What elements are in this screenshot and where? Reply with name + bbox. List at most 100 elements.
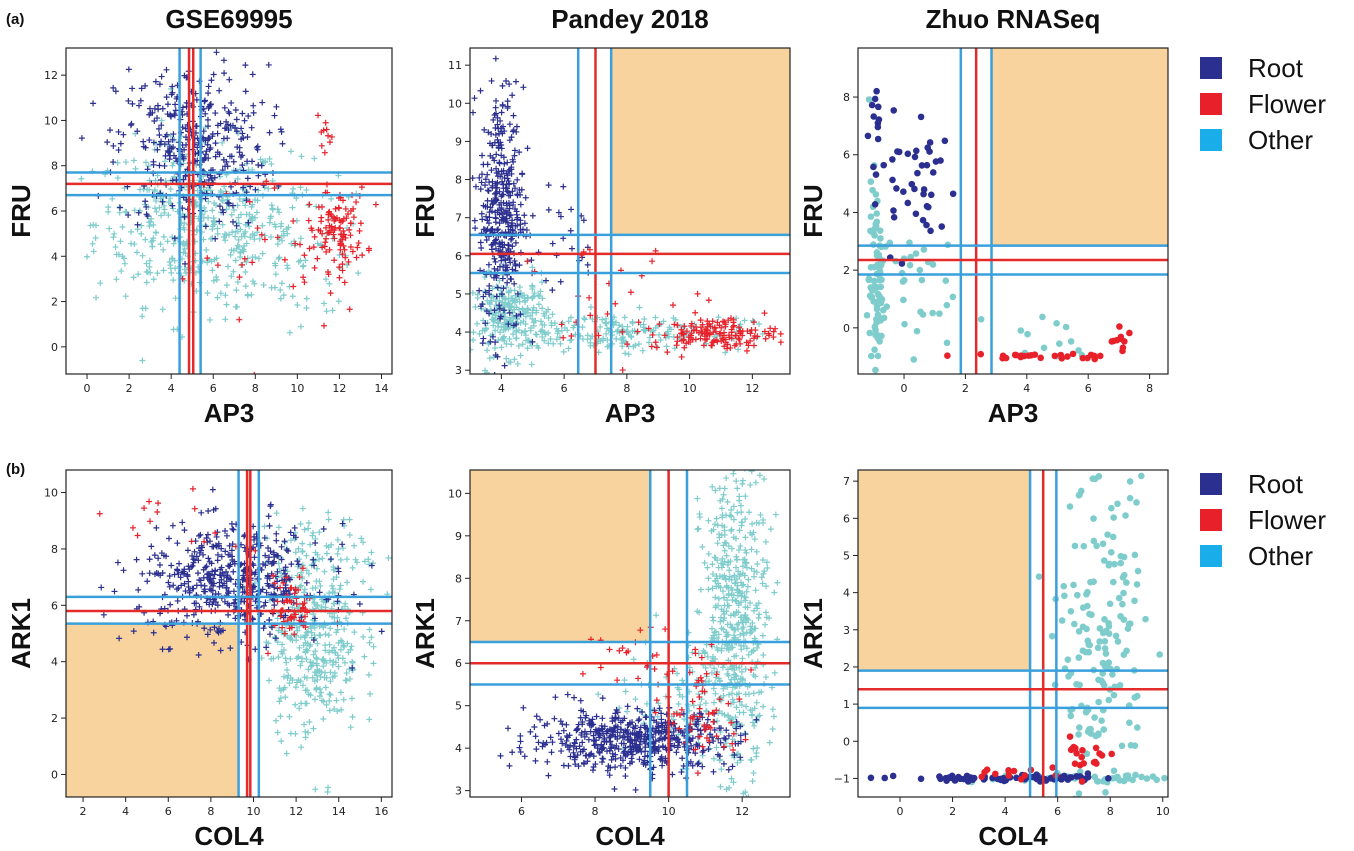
point [254, 146, 261, 153]
point [1039, 313, 1046, 321]
point [646, 339, 653, 346]
point [1126, 329, 1133, 337]
point [347, 220, 354, 227]
point [224, 121, 231, 128]
point [351, 629, 358, 636]
point [268, 202, 275, 209]
point [524, 145, 531, 152]
point [280, 292, 287, 299]
point [734, 485, 741, 492]
point [1117, 559, 1125, 567]
point [529, 309, 536, 316]
point [656, 331, 663, 338]
point [753, 569, 760, 576]
point [920, 246, 928, 253]
point [697, 335, 704, 342]
point [705, 746, 712, 753]
point [230, 207, 237, 214]
point [894, 148, 901, 155]
point [159, 105, 166, 112]
point [679, 766, 686, 773]
point [218, 553, 225, 560]
point [1119, 600, 1126, 608]
point [142, 198, 149, 205]
point [729, 323, 736, 330]
point [149, 243, 156, 250]
point [591, 742, 598, 749]
point [347, 232, 354, 239]
point [168, 562, 175, 569]
point [875, 264, 883, 272]
point [255, 187, 262, 194]
point [711, 699, 718, 706]
point [253, 209, 260, 216]
point [489, 241, 496, 248]
point [120, 567, 127, 574]
point [291, 524, 298, 531]
point [567, 314, 574, 321]
point [210, 543, 217, 550]
point [601, 738, 608, 745]
point [516, 262, 523, 269]
point [486, 355, 493, 362]
x-tick-label: 2 [126, 382, 133, 395]
point [115, 128, 122, 135]
point [239, 198, 246, 205]
point [221, 104, 228, 111]
point [306, 643, 313, 650]
point [873, 218, 881, 226]
point [347, 724, 354, 731]
point [634, 328, 641, 335]
point [769, 706, 776, 713]
point [225, 589, 232, 596]
y-tick-label: 12 [44, 69, 58, 82]
point [655, 748, 662, 755]
point [298, 582, 305, 589]
point [742, 547, 749, 554]
point [283, 659, 290, 666]
point [742, 731, 749, 738]
point [680, 336, 687, 343]
point [515, 327, 522, 334]
y-tick-label: 3 [455, 785, 462, 798]
point [678, 326, 685, 333]
point [639, 709, 646, 716]
point [870, 277, 878, 285]
point [138, 230, 145, 237]
point [710, 768, 717, 775]
point [90, 100, 97, 107]
point [236, 274, 243, 281]
point [1084, 637, 1092, 645]
point [581, 316, 588, 323]
point [287, 730, 294, 737]
y-tick-label: 10 [448, 97, 462, 110]
point [226, 602, 233, 609]
point [558, 321, 565, 328]
point [724, 498, 731, 505]
point [318, 142, 325, 149]
point [704, 318, 711, 325]
point [724, 429, 730, 435]
point [154, 270, 161, 277]
point [212, 153, 219, 160]
point [571, 739, 578, 746]
point [1161, 774, 1168, 782]
point [303, 552, 310, 559]
point [715, 595, 722, 602]
point [864, 132, 872, 140]
point [503, 78, 510, 85]
point [507, 236, 514, 243]
point [874, 135, 882, 143]
point [743, 629, 750, 636]
point [214, 551, 221, 558]
point [498, 152, 505, 159]
point [139, 570, 146, 577]
y-tick-label: 0 [843, 322, 850, 335]
point [365, 556, 372, 563]
point [277, 584, 284, 591]
point [310, 659, 317, 666]
point [1087, 578, 1094, 586]
point [309, 585, 316, 592]
point [298, 700, 305, 707]
point [728, 506, 735, 513]
